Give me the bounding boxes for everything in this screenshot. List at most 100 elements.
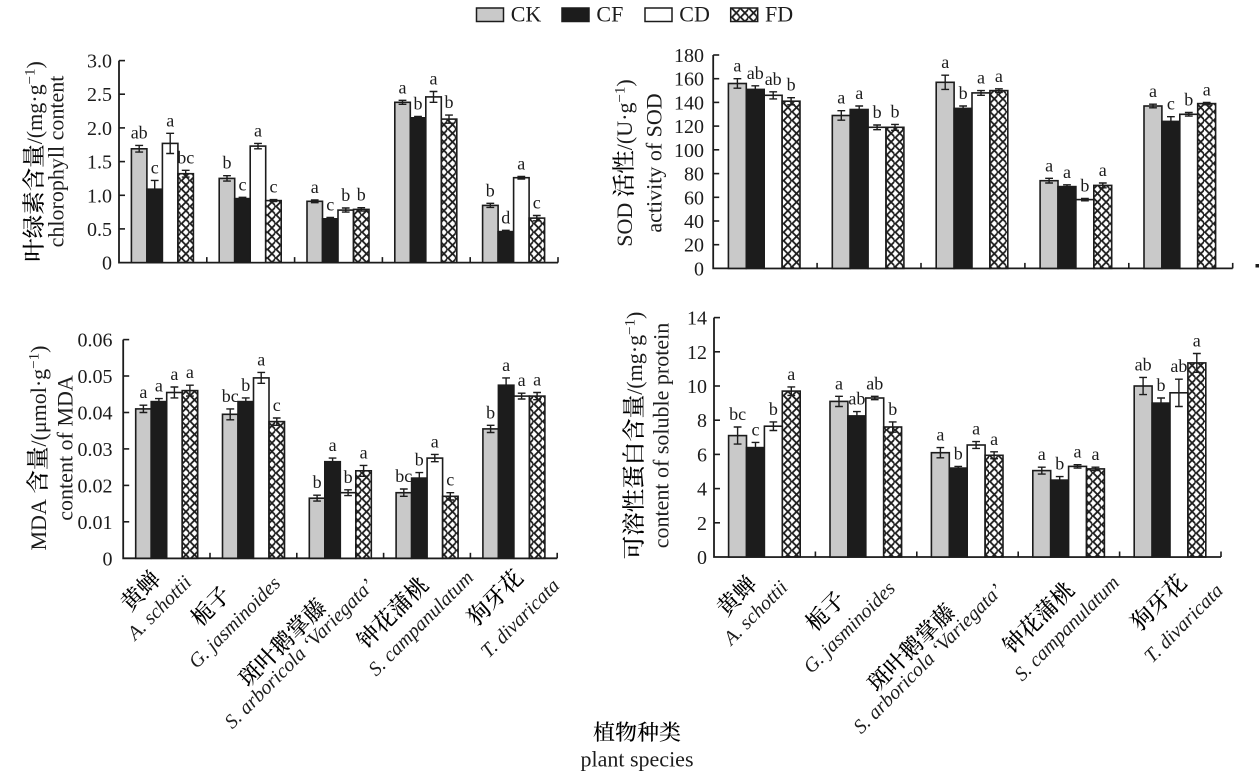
svg-text:a: a <box>733 56 741 76</box>
svg-text:ab: ab <box>765 69 782 89</box>
svg-text:d: d <box>501 207 510 227</box>
svg-text:plant species: plant species <box>580 747 693 772</box>
svg-text:b: b <box>888 399 897 419</box>
svg-text:b: b <box>1184 90 1193 110</box>
svg-text:MDA: MDA <box>26 499 51 550</box>
svg-text:activity of SOD: activity of SOD <box>642 93 667 232</box>
svg-text:b: b <box>486 402 495 422</box>
svg-text:120: 120 <box>674 116 704 138</box>
svg-text:1.0: 1.0 <box>87 185 112 207</box>
svg-text:14: 14 <box>687 308 707 330</box>
svg-text:0: 0 <box>697 547 707 569</box>
svg-text:bc: bc <box>395 466 412 486</box>
svg-text:a: a <box>787 364 795 384</box>
svg-text:40: 40 <box>684 211 704 233</box>
svg-text:a: a <box>517 153 525 173</box>
svg-text:0: 0 <box>103 548 113 570</box>
svg-text:0.05: 0.05 <box>78 366 113 388</box>
svg-text:160: 160 <box>674 69 704 91</box>
svg-text:CD: CD <box>679 2 710 27</box>
svg-text:180: 180 <box>674 45 704 67</box>
svg-text:2.5: 2.5 <box>87 84 112 106</box>
svg-text:a: a <box>329 435 337 455</box>
svg-text:CK: CK <box>511 2 542 27</box>
svg-text:0.5: 0.5 <box>87 219 112 241</box>
svg-text:a: a <box>1045 155 1053 175</box>
svg-text:4: 4 <box>697 479 707 501</box>
svg-text:a: a <box>170 364 178 384</box>
svg-text:c: c <box>151 157 159 177</box>
svg-text:b: b <box>1080 176 1089 196</box>
svg-text:a: a <box>972 419 980 439</box>
svg-text:chlorophyll content: chlorophyll content <box>44 76 69 248</box>
svg-text:0: 0 <box>694 258 704 280</box>
svg-text:140: 140 <box>674 92 704 114</box>
svg-text:ab: ab <box>848 389 865 409</box>
svg-text:a: a <box>166 110 174 130</box>
svg-text:a: a <box>835 373 843 393</box>
svg-text:a: a <box>1038 444 1046 464</box>
svg-text:/(mg·g−1): /(mg·g−1) <box>22 61 47 144</box>
svg-text:b: b <box>959 83 968 103</box>
svg-text:c: c <box>533 193 541 213</box>
svg-text:c: c <box>752 419 760 439</box>
svg-text:a: a <box>186 362 194 382</box>
svg-text:a: a <box>855 83 863 103</box>
svg-text:bc: bc <box>222 386 239 406</box>
svg-text:0: 0 <box>102 253 112 275</box>
svg-text:a: a <box>254 120 262 140</box>
svg-text:10: 10 <box>687 376 707 398</box>
svg-text:SOD: SOD <box>612 203 637 247</box>
svg-text:c: c <box>239 174 247 194</box>
svg-text:a: a <box>533 370 541 390</box>
svg-text:3.0: 3.0 <box>87 51 112 73</box>
svg-text:c: c <box>1167 94 1175 114</box>
svg-text:2: 2 <box>697 513 707 535</box>
svg-text:60: 60 <box>684 187 704 209</box>
svg-text:a: a <box>139 382 147 402</box>
svg-text:b: b <box>344 467 353 487</box>
svg-text:a: a <box>430 69 438 89</box>
svg-text:80: 80 <box>684 164 704 186</box>
svg-text:a: a <box>837 88 845 108</box>
svg-text:a: a <box>155 376 163 396</box>
svg-text:FD: FD <box>765 2 793 27</box>
svg-text:b: b <box>954 443 963 463</box>
svg-text:a: a <box>431 431 439 451</box>
svg-text:a: a <box>1099 160 1107 180</box>
svg-text:a: a <box>1074 442 1082 462</box>
svg-text:a: a <box>1063 162 1071 182</box>
svg-text:a: a <box>311 177 319 197</box>
svg-text:0.06: 0.06 <box>78 330 113 352</box>
svg-text:b: b <box>787 75 796 95</box>
svg-text:a: a <box>1092 444 1100 464</box>
svg-text:c: c <box>270 177 278 197</box>
svg-text:ab: ab <box>131 122 148 142</box>
svg-text:12: 12 <box>687 342 707 364</box>
svg-text:0.01: 0.01 <box>78 512 113 534</box>
svg-text:a: a <box>990 429 998 449</box>
svg-text:a: a <box>502 355 510 375</box>
svg-text:b: b <box>1157 375 1166 395</box>
svg-text:ab: ab <box>866 373 883 393</box>
svg-text:b: b <box>769 399 778 419</box>
svg-text:a: a <box>518 370 526 390</box>
svg-text:a: a <box>1149 81 1157 101</box>
svg-text:CF: CF <box>596 2 623 27</box>
svg-text:100: 100 <box>674 140 704 162</box>
svg-text:0.03: 0.03 <box>78 439 113 461</box>
svg-text:b: b <box>357 185 366 205</box>
svg-text:6: 6 <box>697 444 707 466</box>
svg-text:ab: ab <box>747 63 764 83</box>
svg-text:bc: bc <box>729 404 746 424</box>
svg-text:b: b <box>414 94 423 114</box>
svg-text:0.02: 0.02 <box>78 475 113 497</box>
svg-text:b: b <box>241 375 250 395</box>
svg-text:ab: ab <box>1135 354 1152 374</box>
svg-text:b: b <box>445 92 454 112</box>
svg-text:a: a <box>360 442 368 462</box>
svg-text:c: c <box>273 395 281 415</box>
svg-text:b: b <box>415 450 424 470</box>
svg-text:a: a <box>1203 79 1211 99</box>
svg-text:b: b <box>223 153 232 173</box>
